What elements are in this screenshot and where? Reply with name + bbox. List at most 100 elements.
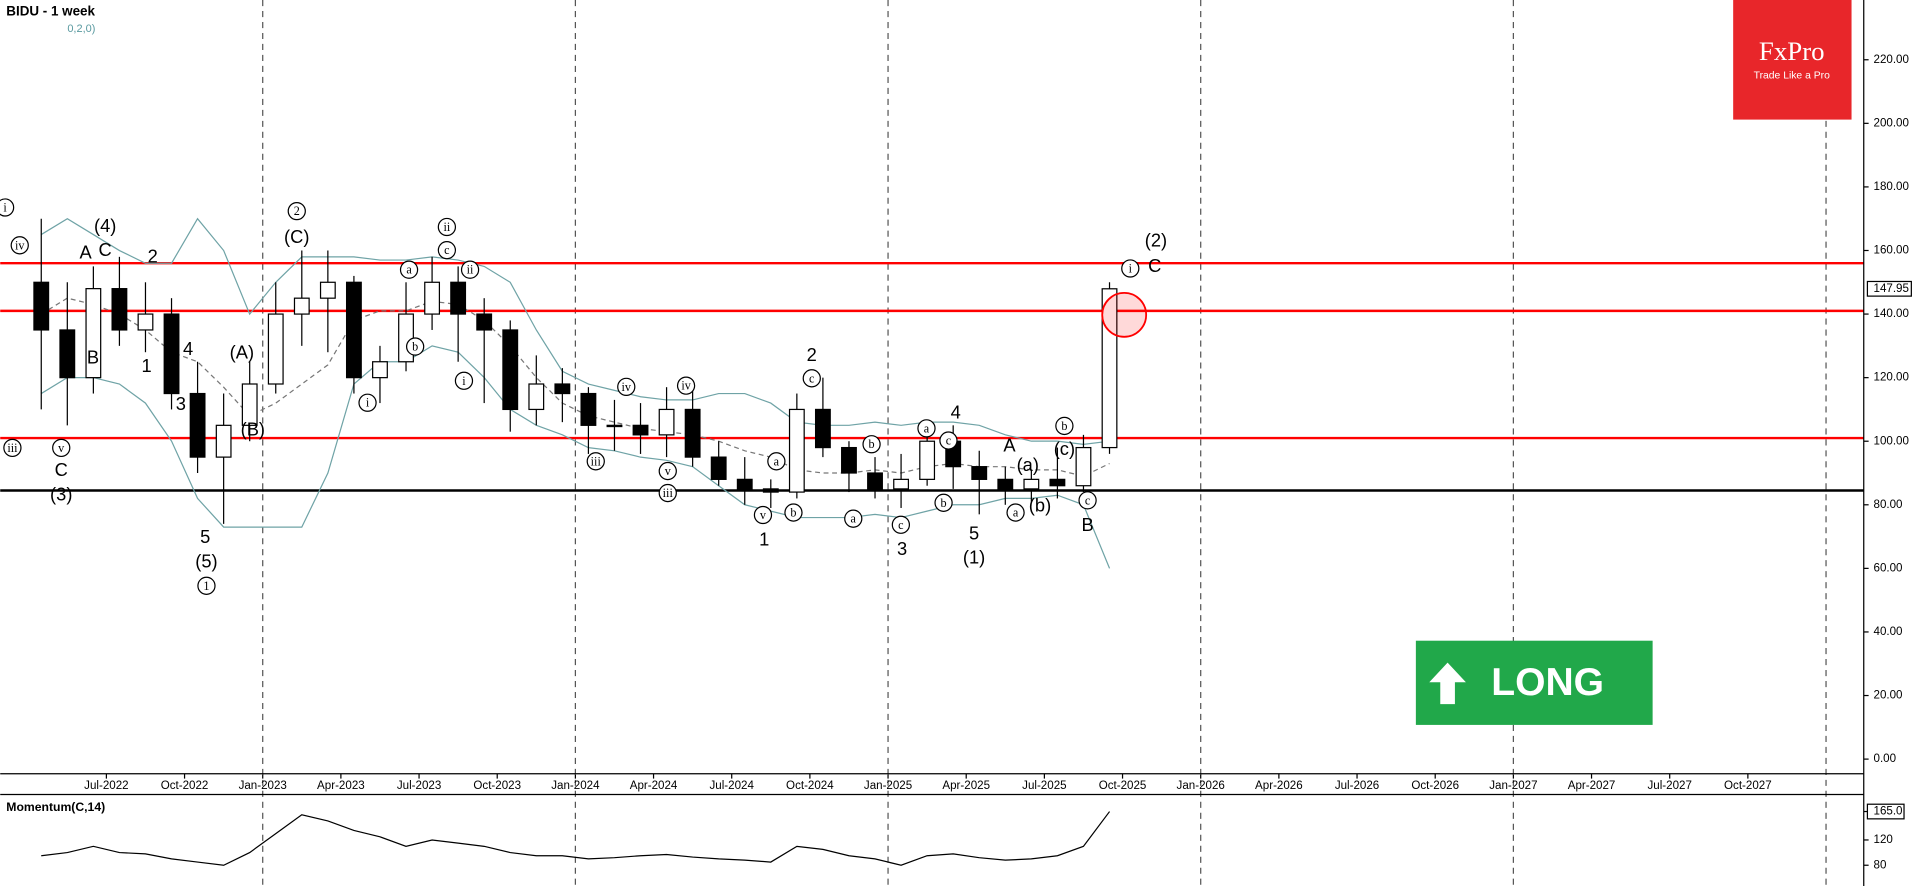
- candle-body: [788, 408, 805, 493]
- wave-circle: [287, 201, 306, 221]
- x-tick-label: Apr-2026: [1255, 780, 1303, 792]
- chart-title: BIDU - 1 week: [6, 4, 95, 19]
- wave-label: (1): [963, 547, 985, 568]
- y-tick-label: 80: [1874, 859, 1887, 871]
- x-tick-label: Oct-2023: [473, 780, 521, 792]
- wave-label: i: [462, 374, 466, 388]
- x-tick-label: Jan-2025: [864, 780, 912, 792]
- wave-circle: [784, 503, 803, 522]
- candle-body: [1023, 478, 1040, 490]
- wave-label: (B): [241, 419, 265, 440]
- highlight-circle: [1101, 291, 1148, 338]
- y-tick-label: 120.00: [1874, 372, 1909, 384]
- candle-body: [658, 408, 675, 436]
- x-tick-label: Apr-2025: [942, 780, 990, 792]
- grid-layer: [105, 0, 1827, 886]
- y-tick-label: 80.00: [1874, 499, 1903, 511]
- wave-label: i: [366, 396, 370, 410]
- wave-label: 2: [807, 344, 817, 365]
- candle-body: [502, 329, 519, 411]
- y-tick-label: 180.00: [1874, 181, 1909, 193]
- candle-body: [372, 361, 388, 379]
- signal-label: LONG: [1491, 661, 1604, 704]
- wave-label: 1: [759, 528, 769, 549]
- wave-label: c: [1085, 493, 1091, 507]
- wave-label: a: [851, 512, 857, 526]
- price-tag-box: [1866, 280, 1912, 297]
- wave-circle: [3, 438, 22, 458]
- wave-label: C: [55, 459, 68, 480]
- wave-circle: [1078, 491, 1097, 510]
- wave-label: c: [946, 434, 952, 448]
- wave-circle: [862, 435, 881, 454]
- wave-circle: [586, 452, 605, 471]
- y-tick-label: 60.00: [1874, 562, 1903, 574]
- wave-label: 5: [969, 522, 979, 543]
- momentum-line: [41, 811, 1111, 866]
- wave-label: i: [3, 200, 7, 214]
- wave-label: B: [87, 347, 99, 368]
- x-tick-label: Jul-2022: [84, 780, 128, 792]
- wave-label: iv: [622, 380, 632, 394]
- wave-circle: [405, 337, 425, 356]
- candle-body: [710, 456, 727, 480]
- wave-label: (2): [1145, 229, 1167, 250]
- wave-label: C: [1148, 255, 1161, 276]
- wave-label: b: [941, 496, 947, 510]
- wave-circle: [437, 241, 457, 260]
- wave-circle: [802, 369, 821, 388]
- wave-label: iv: [681, 379, 691, 393]
- wave-circle: [1055, 416, 1074, 436]
- candle-body: [345, 281, 362, 379]
- x-tick-label: Apr-2023: [317, 780, 365, 792]
- band-line: [40, 297, 1110, 477]
- candle-body: [85, 288, 102, 379]
- candle-body: [736, 478, 753, 490]
- x-tick-label: Oct-2027: [1724, 780, 1772, 792]
- wave-label: b: [412, 340, 418, 354]
- candle-body: [841, 446, 857, 474]
- y-tick-label: 120: [1874, 834, 1893, 846]
- candle-body: [137, 313, 154, 331]
- wave-label: b: [869, 437, 875, 451]
- wave-circle: [197, 576, 216, 595]
- wave-label: b: [1061, 419, 1067, 433]
- x-tick-label: Jul-2024: [710, 780, 755, 792]
- wave-circle: [437, 217, 457, 237]
- wave-label: ii: [467, 263, 474, 277]
- candle-body: [1049, 478, 1066, 487]
- wave-label: iii: [7, 441, 18, 455]
- wave-label: c: [898, 518, 904, 532]
- candle-body: [997, 478, 1014, 490]
- candle-body: [919, 440, 936, 480]
- wave-label: 1: [142, 355, 152, 376]
- y-tick-label: 220.00: [1874, 54, 1909, 66]
- y-tick-label: 160.00: [1874, 245, 1909, 257]
- candle-body: [606, 424, 623, 428]
- wave-circle: [939, 431, 958, 450]
- candle-body: [632, 424, 649, 436]
- wave-label: 2: [148, 245, 158, 266]
- x-tick-label: Jul-2026: [1335, 780, 1379, 792]
- y-tick-label: 100.00: [1874, 435, 1909, 447]
- wave-label: B: [1081, 514, 1093, 535]
- candle-body: [59, 329, 76, 379]
- candle-body: [971, 466, 988, 480]
- candle-body: [293, 297, 310, 315]
- wave-label: (4): [94, 215, 116, 236]
- wave-label: iv: [15, 238, 25, 252]
- wave-label: (3): [50, 483, 72, 504]
- wave-circle: [658, 483, 677, 503]
- y-tick-label: 0.00: [1874, 753, 1897, 765]
- x-tick-label: Oct-2022: [161, 780, 209, 792]
- wave-circle: [10, 236, 29, 255]
- price-tag: 147.95: [1874, 283, 1909, 295]
- x-tick-label: Jan-2027: [1489, 780, 1537, 792]
- signal-box: [1415, 640, 1653, 725]
- momentum-title: Momentum(C,14): [6, 800, 105, 814]
- candle-body: [424, 281, 441, 315]
- y-tick-label: 40.00: [1874, 626, 1903, 638]
- wave-circle: [358, 393, 377, 412]
- wave-circle: [934, 493, 953, 512]
- candle-body: [33, 281, 50, 331]
